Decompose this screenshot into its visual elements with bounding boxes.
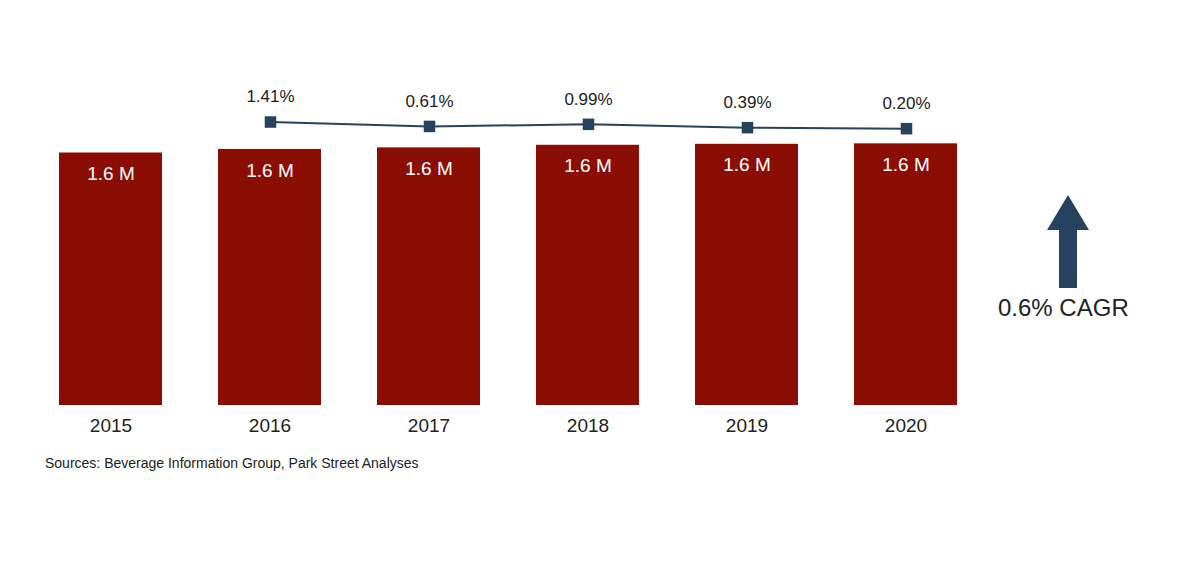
svg-text:0.39%: 0.39% xyxy=(723,93,771,112)
html-text:0.6% CAGR: 0.6% CAGR xyxy=(998,294,1129,321)
svg-text:2016: 2016 xyxy=(249,415,291,436)
svg-text:2018: 2018 xyxy=(567,415,609,436)
svg-text:2017: 2017 xyxy=(408,415,450,436)
svg-text:0.61%: 0.61% xyxy=(405,92,453,111)
svg-text:2020: 2020 xyxy=(885,415,927,436)
svg-text:2015: 2015 xyxy=(90,415,132,436)
svg-text:1.6 M: 1.6 M xyxy=(564,155,612,176)
html-text:Sources: Beverage Information: Sources: Beverage Information Group, Par… xyxy=(45,455,419,471)
svg-text:1.41%: 1.41% xyxy=(246,87,294,106)
svg-text:1.6 M: 1.6 M xyxy=(405,158,453,179)
svg-text:1.6 M: 1.6 M xyxy=(723,154,771,175)
svg-text:1.6 M: 1.6 M xyxy=(87,163,135,184)
svg-text:1.6 M: 1.6 M xyxy=(882,154,930,175)
svg-text:1.6 M: 1.6 M xyxy=(246,160,294,181)
svg-text:2019: 2019 xyxy=(726,415,768,436)
svg-text:0.20%: 0.20% xyxy=(882,94,930,113)
svg-text:0.99%: 0.99% xyxy=(564,90,612,109)
